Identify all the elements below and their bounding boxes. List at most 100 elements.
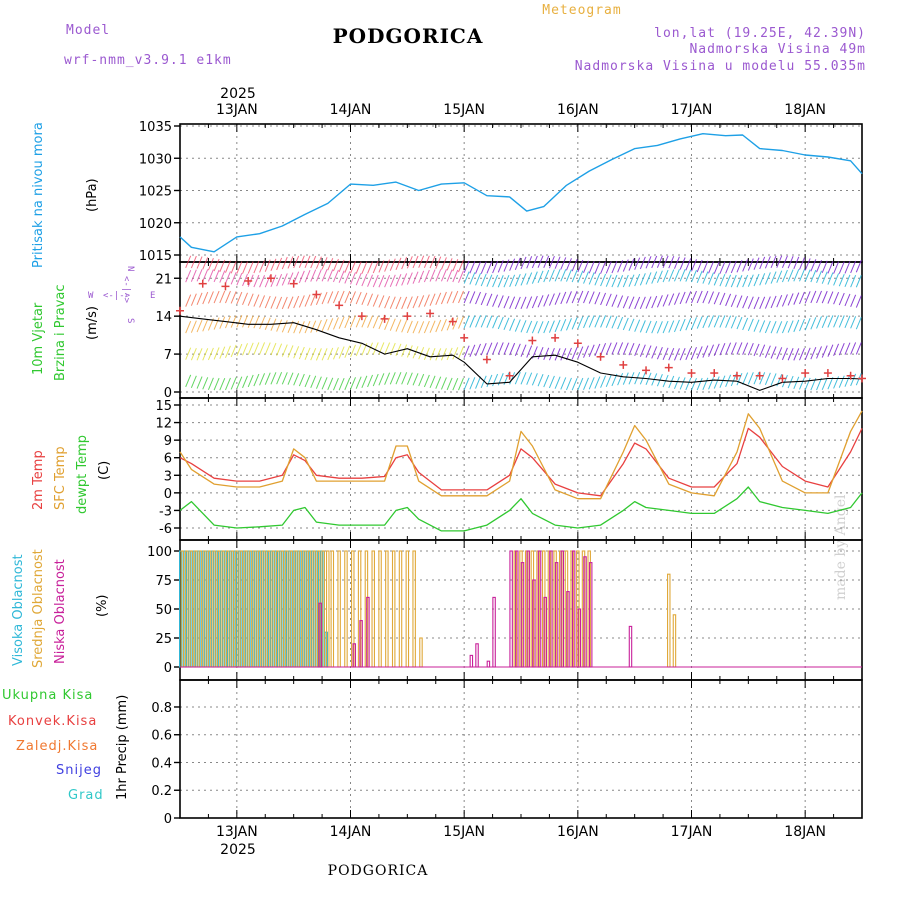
wind-barb [412, 321, 419, 334]
wind-barb [270, 296, 277, 309]
wind-barb [588, 261, 595, 274]
wind-barb [571, 347, 578, 360]
wind-barb [196, 256, 203, 269]
wind-barb [594, 376, 601, 389]
temp-sfc-label: SFC Temp [53, 446, 68, 510]
wind-barb [401, 256, 408, 270]
wind-barb [236, 343, 243, 357]
wind-barb [850, 342, 857, 355]
wind-barb [799, 377, 805, 390]
wind-barb [566, 291, 572, 304]
wind-barb [526, 320, 533, 334]
wind-barb [509, 274, 516, 287]
wind-barb [384, 259, 391, 272]
wind-barb [628, 296, 635, 309]
wind-barb [838, 273, 845, 287]
wind-barb [304, 269, 311, 283]
wind-barb [264, 274, 271, 288]
wind-barb [850, 316, 857, 329]
wind-barb [605, 293, 612, 307]
wind-barb [560, 269, 567, 282]
wind-barb [571, 317, 578, 330]
wind-barb [736, 275, 743, 288]
compass-n: N [125, 266, 135, 271]
wind-barb [202, 319, 209, 332]
wind-barb [668, 375, 675, 389]
wind-barb [458, 377, 464, 391]
wind-barb [378, 295, 385, 308]
wind-barb [702, 377, 709, 390]
wind-barb [531, 373, 538, 386]
wind-barb [770, 373, 777, 386]
cloud-mid-bar [385, 550, 389, 668]
wind-barb [838, 342, 845, 356]
wind-barb [298, 321, 305, 334]
wind-barb [605, 261, 612, 274]
wind-barb [230, 344, 237, 358]
wind-barb [287, 256, 294, 269]
wind-barb [668, 320, 675, 333]
compass-e: E [150, 291, 155, 301]
wind-barb [844, 374, 851, 387]
wind-barb [247, 261, 254, 274]
model-label: Model [66, 23, 110, 38]
wind-barb [350, 315, 356, 328]
wind-barb [412, 346, 419, 359]
wind-barb [816, 346, 822, 359]
wind-barb [469, 291, 476, 304]
wind-barb [577, 377, 584, 391]
wind-barb [452, 347, 459, 360]
wind-barb [486, 274, 493, 287]
wind-barb [401, 296, 408, 310]
wind-barb [634, 296, 641, 310]
wind-barb [213, 269, 220, 283]
wind-barb [514, 273, 521, 287]
wind-barb [816, 377, 822, 391]
pressure-unit: (hPa) [85, 178, 100, 212]
wind-barb [367, 342, 374, 355]
wind-barb [344, 260, 351, 273]
frame-pressure [179, 123, 863, 263]
wind-barb [844, 342, 851, 355]
wind-barb [378, 373, 385, 386]
wind-barb [713, 315, 720, 328]
wind-barb [350, 377, 356, 390]
wind-barb [526, 296, 533, 309]
wind-barb [327, 269, 334, 282]
precip-frz-label: Zaledj.Kisa [16, 739, 98, 754]
day-labels-top: 13JAN 14JAN 15JAN 16JAN 17JAN 18JAN [216, 102, 826, 118]
wind-barb [423, 255, 430, 268]
wind-barb [406, 296, 413, 309]
day-label-top-1: 14JAN [330, 102, 372, 118]
wind-barb [696, 259, 703, 273]
wind-barb [821, 377, 828, 390]
wind-barb [537, 373, 544, 387]
wind-barb [435, 256, 442, 269]
wind-barb [509, 318, 516, 331]
precip-conv-label: Konvek.Kisa [8, 714, 97, 729]
wind-barb [361, 273, 368, 287]
wind-barb [844, 293, 851, 307]
wind-barb [242, 343, 248, 356]
wind-barb [304, 294, 311, 307]
wind-barb [799, 318, 805, 332]
wind-barb [759, 344, 766, 357]
wind-barb [276, 371, 283, 385]
wind-barb [480, 343, 487, 356]
wind-barb [435, 319, 442, 333]
wind-barb [571, 377, 578, 391]
ytick-label-temperature-0: -6 [159, 522, 172, 537]
wind-barb [332, 258, 339, 272]
ytick-label-pressure-1: 1020 [139, 217, 172, 232]
wind-barb [554, 256, 561, 269]
wind-barb [429, 320, 436, 333]
wind-barb [577, 259, 584, 273]
wind-barb [219, 290, 226, 304]
wind-barb [219, 316, 226, 329]
wind-barb [486, 293, 493, 306]
ytick-label-precipitation-0: 0 [164, 812, 172, 827]
wind-barb [554, 292, 561, 305]
wind-barb [230, 315, 237, 328]
wind-barb [423, 269, 430, 283]
wind-barb [645, 256, 652, 269]
